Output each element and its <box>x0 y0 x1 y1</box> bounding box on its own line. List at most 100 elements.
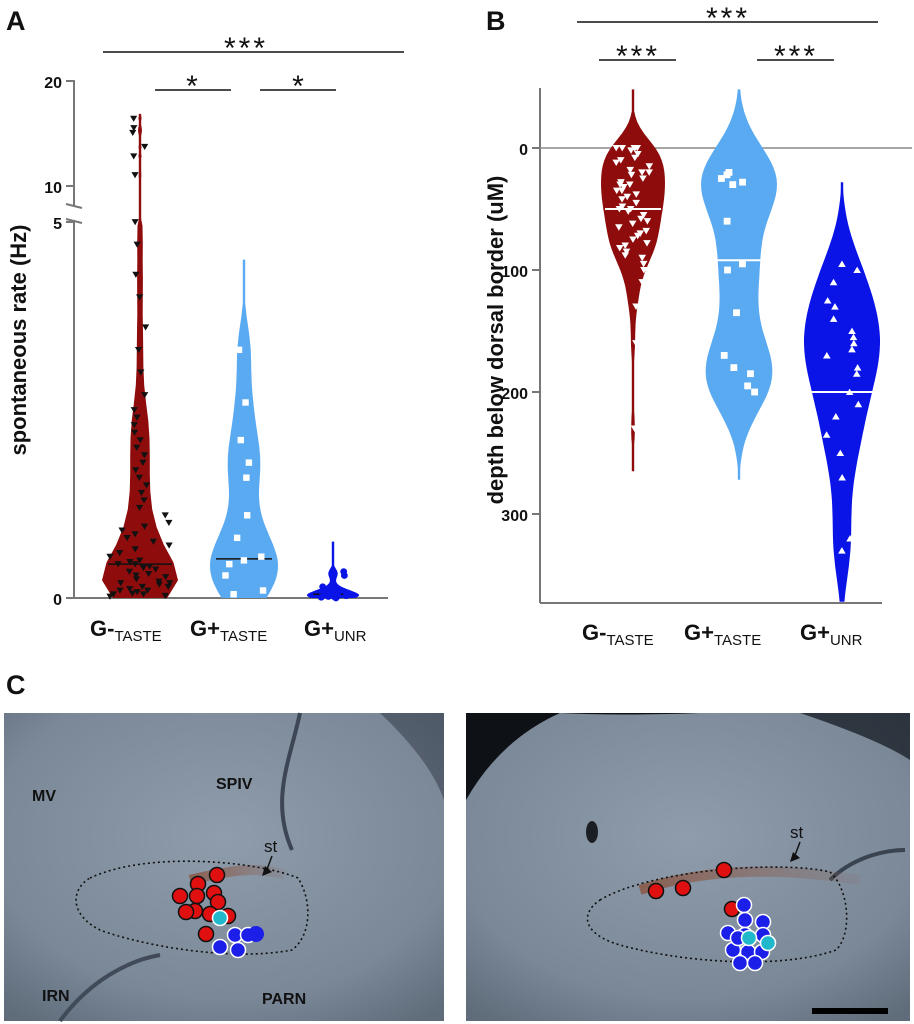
recording-site-g-plus-unr <box>248 926 264 942</box>
panel-a-point-g-minus-taste <box>149 538 158 545</box>
panel-a-data-points <box>106 115 354 602</box>
panel-a-point-g-minus-taste <box>130 115 138 122</box>
panel-a-point-g-plus-taste <box>230 591 237 598</box>
panel-a-point-g-minus-taste <box>126 559 134 566</box>
panel-b-point-g-minus-taste <box>628 220 637 228</box>
panel-b-point-g-plus-unr <box>850 339 858 347</box>
panel-b-point-g-plus-unr <box>846 534 854 542</box>
panel-b-point-g-plus-unr <box>845 388 854 396</box>
panel-a-point-g-plus-unr <box>340 568 348 576</box>
panel-a-point-g-minus-taste <box>161 512 169 519</box>
micrograph-left-label-parn: PARN <box>262 991 306 1008</box>
panel-a-point-g-minus-taste <box>131 219 139 226</box>
panel-a-point-g-minus-taste <box>135 504 144 511</box>
panel-a-point-g-plus-taste <box>222 572 229 579</box>
panel-b-point-g-minus-taste <box>634 151 642 158</box>
panel-b-tick-label-300: 300 <box>501 508 528 525</box>
micrograph-left-st-arrowhead <box>262 866 272 876</box>
panel-b-point-g-minus-taste <box>626 166 635 174</box>
panel-a-point-g-minus-taste <box>128 590 137 597</box>
panel-a-point-g-minus-taste <box>132 576 141 583</box>
panel-b-point-g-plus-taste <box>720 352 728 359</box>
panel-a-sig-label-outer: *** <box>224 32 268 65</box>
panel-b-point-g-plus-unr <box>849 333 858 341</box>
recording-site-g-minus-taste <box>674 879 692 897</box>
recording-site-g-minus-taste <box>209 893 227 911</box>
panel-a-point-g-minus-taste <box>109 591 118 598</box>
panel-b-point-g-plus-taste <box>730 364 738 371</box>
panel-b-point-g-minus-taste <box>630 425 639 433</box>
panel-a-sig-label-left: * <box>186 70 198 103</box>
panel-a-point-g-minus-taste <box>146 563 154 570</box>
panel-a-point-g-minus-taste <box>166 580 174 587</box>
micrograph-left-label-st: st <box>264 837 278 856</box>
micrograph-right-dark-top-right <box>800 713 910 760</box>
panel-a-point-g-minus-taste <box>130 153 138 160</box>
panel-b-point-g-minus-taste <box>638 254 647 262</box>
panel-b-point-g-plus-unr <box>823 297 832 304</box>
panel-b-point-g-plus-taste <box>739 178 746 186</box>
micrograph-right-tissue <box>466 713 910 1021</box>
panel-b-sig-label-left: *** <box>616 40 660 73</box>
panel-a-point-g-minus-taste <box>139 591 148 598</box>
panel-a-sig-label-right: * <box>292 70 304 103</box>
panel-a: A spontaneous rate (Hz) 0 5 10 20 *** * … <box>6 6 404 645</box>
panel-a-point-g-minus-taste <box>155 581 163 588</box>
panel-a-point-g-minus-taste <box>130 422 138 429</box>
panel-a-point-g-plus-unr <box>326 590 334 597</box>
micrograph-left-vessel-1 <box>280 712 302 851</box>
panel-a-point-g-minus-taste <box>129 129 137 136</box>
recording-site-g-plus-taste <box>211 909 229 927</box>
panel-b-point-g-plus-unr <box>831 303 839 310</box>
panel-a-point-g-minus-taste <box>162 574 170 581</box>
panel-a-point-g-plus-taste <box>240 557 248 564</box>
panel-b-point-g-minus-taste <box>639 175 647 182</box>
panel-b-point-g-plus-unr <box>852 370 861 377</box>
panel-b-point-g-minus-taste <box>618 144 627 152</box>
panel-b-category-g-plus-taste: G+TASTE <box>684 620 761 649</box>
panel-b-point-g-plus-unr <box>836 449 845 457</box>
panel-b-sig-label-right: *** <box>774 40 818 73</box>
panel-b-point-g-minus-taste <box>615 291 623 298</box>
panel-b-point-g-minus-taste <box>625 181 634 189</box>
panel-a-point-g-minus-taste <box>123 534 131 542</box>
panel-b-point-g-minus-taste <box>642 227 651 235</box>
panel-a-point-g-plus-taste <box>235 346 243 354</box>
panel-a-violin-g-plus-unr <box>307 541 359 598</box>
panel-b-point-g-minus-taste <box>632 340 640 347</box>
panel-a-point-g-minus-taste <box>117 580 125 587</box>
panel-a-point-g-minus-taste <box>142 482 151 489</box>
panel-a-violin-g-plus-taste <box>210 259 278 598</box>
recording-site-g-plus-taste <box>759 934 777 952</box>
panel-b-point-g-plus-unr <box>853 266 861 274</box>
panel-b-point-g-plus-taste <box>744 382 752 390</box>
panel-a-point-g-minus-taste <box>145 571 153 578</box>
panel-b-point-g-minus-taste <box>643 240 651 247</box>
panel-b-point-g-plus-unr <box>838 473 846 481</box>
panel-c: C MV SPIV st IRN PARN <box>4 670 910 1023</box>
panel-a-point-g-minus-taste <box>161 592 169 599</box>
panel-a-point-g-plus-taste <box>259 587 267 594</box>
panel-a-point-g-plus-taste <box>226 560 233 568</box>
panel-a-point-g-minus-taste <box>131 561 139 568</box>
panel-b-point-g-minus-taste <box>627 171 636 179</box>
micrograph-right-dark-top <box>560 713 700 715</box>
panel-b-point-g-minus-taste <box>645 169 653 176</box>
micrograph-right-st-arrowhead <box>790 852 800 862</box>
panel-b-point-g-plus-taste <box>724 266 731 274</box>
panel-a-point-g-minus-taste <box>133 241 141 248</box>
panel-a-point-g-minus-taste <box>140 497 148 504</box>
panel-a-point-g-minus-taste <box>136 294 144 301</box>
panel-a-point-g-plus-taste <box>258 553 265 560</box>
panel-a-point-g-minus-taste <box>165 519 173 527</box>
micrograph-right-dark-corner <box>466 713 560 800</box>
panel-b-point-g-plus-taste <box>733 309 740 317</box>
panel-b-point-g-minus-taste <box>615 205 624 213</box>
panel-a-point-g-minus-taste <box>165 542 173 549</box>
panel-a-point-g-minus-taste <box>116 587 124 594</box>
panel-b-point-g-plus-taste <box>739 260 746 268</box>
panel-a-point-g-minus-taste <box>126 586 134 593</box>
panel-a-point-g-plus-taste <box>233 534 241 542</box>
panel-b-point-g-plus-taste <box>729 181 737 188</box>
